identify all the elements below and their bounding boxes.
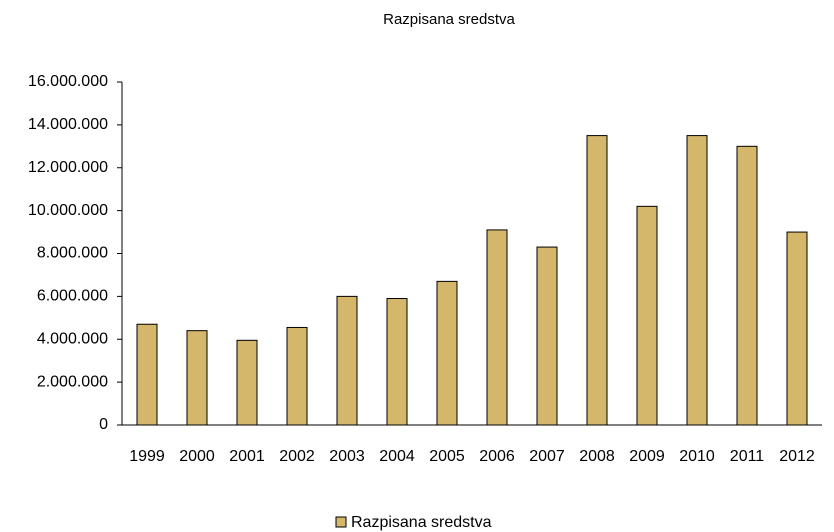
y-tick-label: 4.000.000 (37, 330, 108, 347)
bar (286, 326, 308, 426)
y-tick-label: 6.000.000 (37, 288, 108, 305)
bar (536, 246, 558, 426)
x-tick-label: 2008 (579, 448, 615, 465)
bar (686, 135, 708, 426)
x-tick-label: 2001 (229, 448, 265, 465)
x-tick-label: 2010 (679, 448, 715, 465)
x-tick-label: 2000 (179, 448, 215, 465)
y-tick-label: 0 (99, 416, 108, 433)
y-tick-label: 12.000.000 (28, 159, 108, 176)
y-tick-label: 16.000.000 (28, 73, 108, 90)
legend-swatch (335, 516, 347, 528)
bar (386, 298, 408, 426)
x-tick-label: 2002 (279, 448, 315, 465)
x-tick-label: 1999 (129, 448, 165, 465)
bar (636, 205, 658, 426)
bar (436, 280, 458, 426)
bar (486, 229, 508, 426)
chart-title: Razpisana sredstva (383, 11, 515, 28)
x-tick-label: 2005 (429, 448, 465, 465)
y-tick-label: 10.000.000 (28, 202, 108, 219)
x-tick-label: 2009 (629, 448, 665, 465)
x-tick-label: 2004 (379, 448, 415, 465)
y-tick-label: 2.000.000 (37, 373, 108, 390)
y-tick-label: 14.000.000 (28, 116, 108, 133)
legend-label: Razpisana sredstva (351, 514, 492, 531)
x-tick-label: 2012 (779, 448, 815, 465)
bar (336, 295, 358, 426)
x-tick-label: 2006 (479, 448, 515, 465)
bar (186, 330, 208, 426)
bar (786, 231, 808, 426)
x-tick-label: 2003 (329, 448, 365, 465)
bar (586, 135, 608, 426)
bar (736, 145, 758, 426)
bar (136, 323, 158, 426)
x-tick-label: 2011 (730, 448, 765, 465)
bar (236, 339, 258, 426)
x-tick-label: 2007 (529, 448, 565, 465)
y-tick-label: 8.000.000 (37, 245, 108, 262)
